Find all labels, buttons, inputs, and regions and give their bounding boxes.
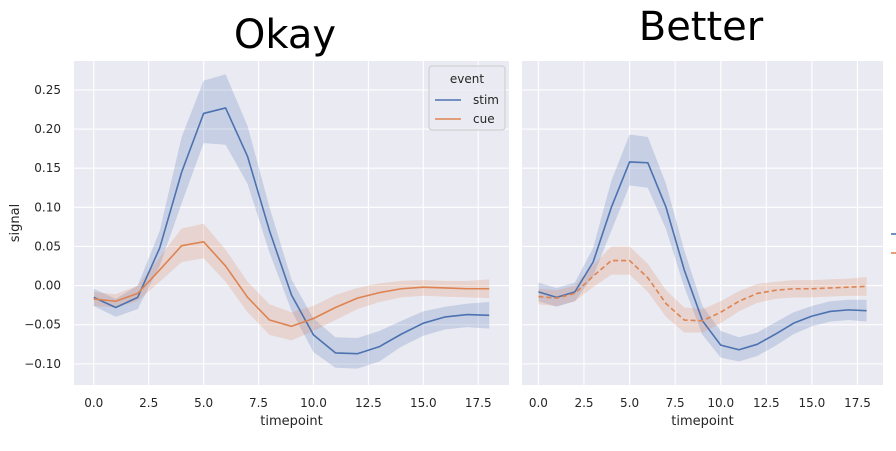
x-tick-label: 15.0	[410, 396, 437, 410]
panel-title: Better	[639, 4, 764, 50]
x-tick-label: 10.0	[707, 396, 734, 410]
legend: event stim cue	[428, 65, 506, 131]
legend-entry-stim: stim	[473, 93, 499, 107]
x-tick-label: 17.5	[465, 396, 492, 410]
panel-title: Okay	[234, 12, 336, 58]
x-tick-label: 17.5	[844, 396, 871, 410]
x-tick-label: 10.0	[300, 396, 327, 410]
x-tick-label: 7.5	[666, 396, 685, 410]
plot-area	[522, 61, 883, 385]
x-tick-label: 15.0	[799, 396, 826, 410]
confidence-band-series-1	[538, 246, 867, 333]
y-tick-label: 0.15	[34, 161, 61, 175]
x-tick-label: 12.5	[753, 396, 780, 410]
x-tick-label: 5.0	[194, 396, 213, 410]
x-tick-label: 0.0	[84, 396, 103, 410]
y-tick-label: 0.25	[34, 83, 61, 97]
x-tick-label: 0.0	[529, 396, 548, 410]
legend-box	[428, 65, 506, 131]
confidence-band-series-0	[538, 134, 867, 362]
legend-title: event	[450, 72, 484, 86]
x-axis-label: timepoint	[671, 414, 734, 429]
y-axis-label: signal	[8, 204, 23, 242]
x-tick-label: 2.5	[574, 396, 593, 410]
y-tick-label: 0.00	[34, 279, 61, 293]
series-line-cue	[93, 240, 490, 328]
x-tick-label: 5.0	[620, 396, 639, 410]
legend-entry-cue: cue	[473, 112, 495, 126]
panel-okay: 0.0 2.5 5.0 7.5 10.0 12.5 15.0 17.5 −0.10 −0.05 0.…	[8, 12, 509, 429]
x-axis-label: timepoint	[260, 414, 323, 429]
confidence-band-stim	[93, 74, 490, 369]
series-line-stim	[93, 107, 490, 355]
y-tick-label: 0.05	[34, 239, 61, 253]
series-line-series-1	[538, 259, 867, 322]
confidence-band-cue	[93, 223, 490, 341]
y-tick-label: −0.10	[24, 357, 61, 371]
x-tick-label: 2.5	[139, 396, 158, 410]
y-tick-label: −0.05	[24, 318, 61, 332]
y-tick-label: 0.20	[34, 122, 61, 136]
y-tick-label: 0.10	[34, 200, 61, 214]
x-tick-label: 7.5	[249, 396, 268, 410]
panel-better: 0.0 2.5 5.0 7.5 10.0 12.5 15.0 17.5 timepoint Bet…	[522, 4, 896, 429]
x-tick-label: 12.5	[355, 396, 382, 410]
